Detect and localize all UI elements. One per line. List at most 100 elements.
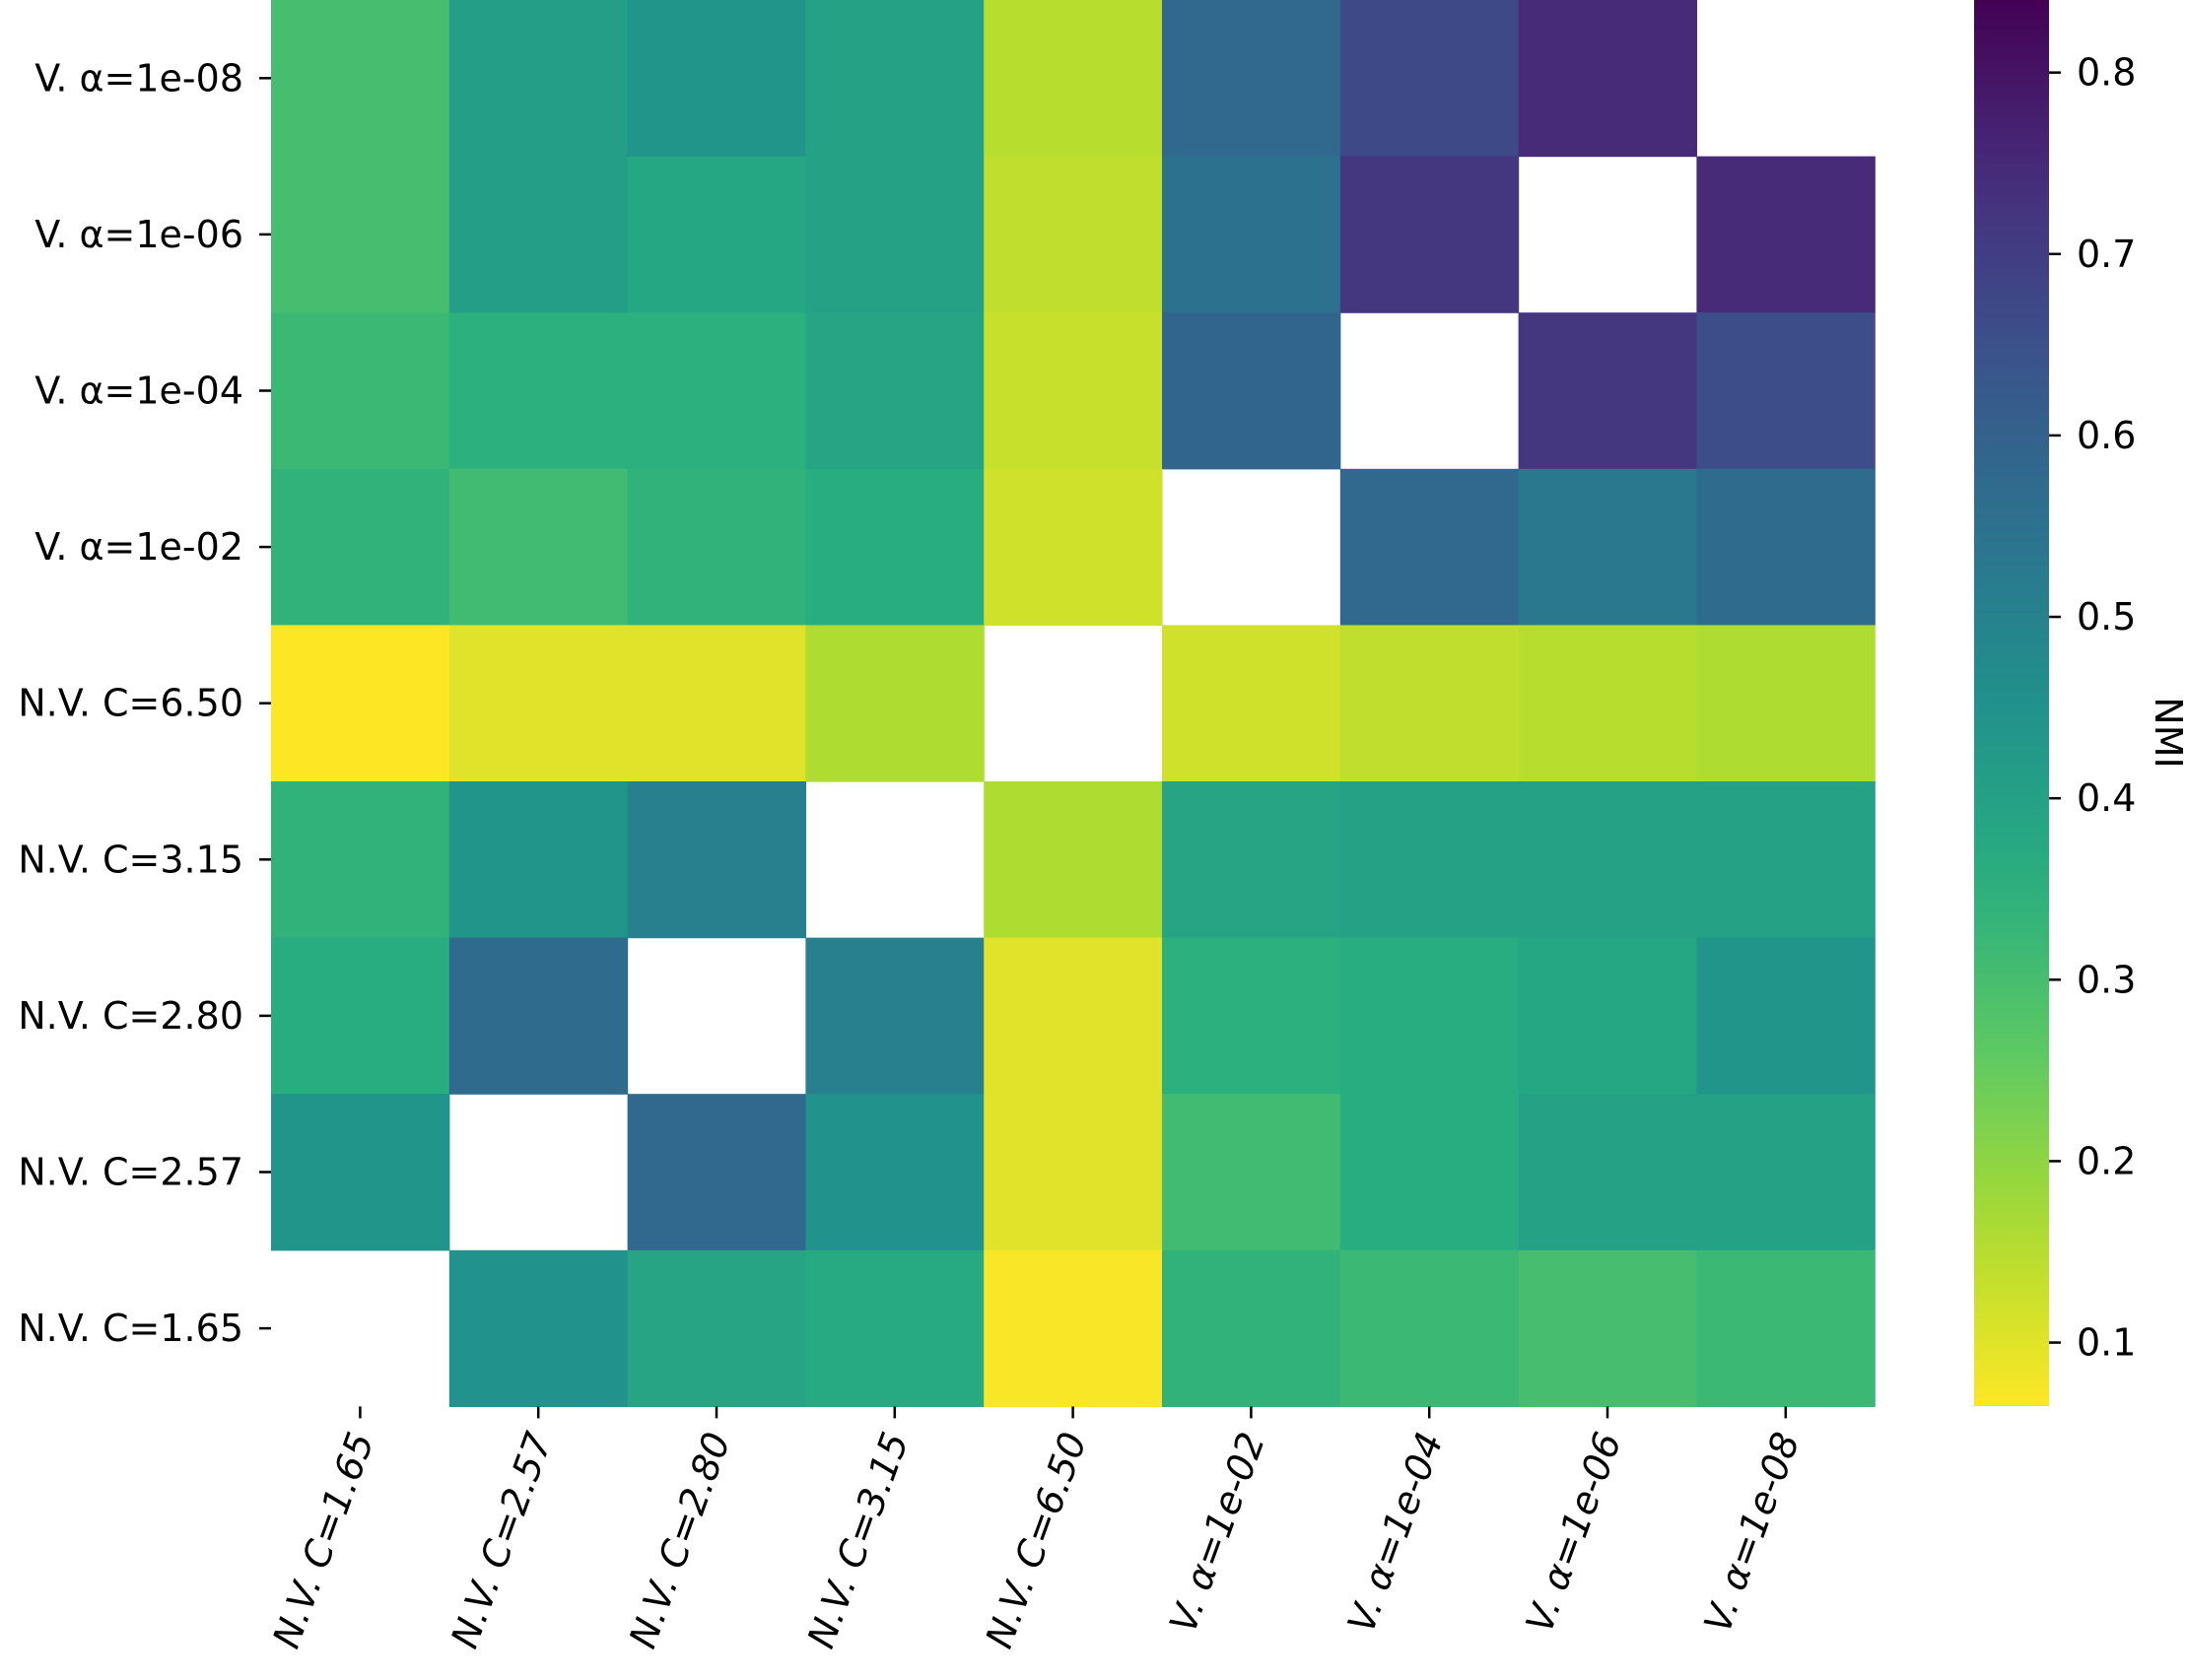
colorbar-tick-label: 0.3: [2077, 958, 2136, 1001]
y-axis: V. α=1e-08 V. α=1e-06 V. α=1e-04 V. α=1e-02…: [18, 56, 271, 1350]
x-axis: N.V. C=1.65 N.V. C=2.57 N.V. C=2.80 N.V. C=…: [264, 1406, 1808, 1653]
y-tick-label: V. α=1e-08: [34, 56, 243, 100]
heatmap-cell: [1162, 156, 1341, 313]
heatmap-cell: [984, 156, 1163, 313]
heatmap-cell: [984, 0, 1163, 158]
colorbar-tick-label: 0.4: [2077, 776, 2136, 820]
heatmap-cell: [1696, 468, 1876, 626]
y-tick-label: N.V. C=2.80: [18, 994, 243, 1038]
heatmap-cell: [271, 156, 450, 313]
y-tick-label: N.V. C=1.65: [18, 1307, 243, 1350]
colorbar-tick-label: 0.6: [2077, 414, 2136, 457]
heatmap-cells: [271, 0, 1876, 1407]
heatmap-cell: [1162, 1249, 1341, 1407]
heatmap-cell: [271, 0, 450, 158]
heatmap-cell: [1339, 156, 1520, 313]
heatmap-cell: [1696, 625, 1876, 782]
colorbar-label: NMI: [2147, 697, 2186, 768]
heatmap-cell: [984, 312, 1163, 470]
heatmap-cell: [627, 1094, 806, 1251]
heatmap-cell: [1518, 625, 1697, 782]
x-tick-label: V. α=1e-04: [1339, 1427, 1452, 1639]
heatmap-cell: [448, 468, 629, 626]
heatmap-cell: [271, 468, 450, 626]
colorbar-ticks: 0.1 0.2 0.3 0.4 0.5 0.6 0.7 0.8: [2049, 51, 2136, 1365]
heatmap-cell: [1518, 312, 1697, 470]
heatmap-cell: [1339, 781, 1520, 939]
heatmap-cell: [805, 1094, 985, 1251]
heatmap-cell: [271, 625, 450, 782]
heatmap-cell: [448, 625, 629, 782]
x-tick-label: N.V. C=2.57: [443, 1427, 561, 1654]
heatmap-cell: [1696, 781, 1876, 939]
heatmap-cell: [805, 625, 985, 782]
y-tick-label: V. α=1e-04: [34, 370, 243, 413]
heatmap-cell: [271, 781, 450, 939]
colorbar-tick-label: 0.2: [2077, 1139, 2136, 1182]
colorbar-tick-label: 0.1: [2077, 1321, 2136, 1365]
x-tick-label: V. α=1e-02: [1161, 1427, 1273, 1639]
heatmap-cell: [1162, 937, 1341, 1095]
heatmap-cell: [1696, 156, 1876, 313]
heatmap-cell: [627, 468, 806, 626]
heatmap-cell: [271, 312, 450, 470]
heatmap-cell: [805, 312, 985, 470]
heatmap-cell: [1162, 625, 1341, 782]
heatmap-cell: [984, 781, 1163, 939]
x-tick-label: N.V. C=2.80: [621, 1427, 739, 1654]
colorbar-tick-label: 0.5: [2077, 595, 2136, 638]
heatmap-cell: [627, 625, 806, 782]
y-tick-label: V. α=1e-02: [34, 525, 243, 569]
colorbar: 0.1 0.2 0.3 0.4 0.5 0.6 0.7 0.8 NMI: [1974, 0, 2186, 1406]
heatmap-cell: [1518, 1094, 1697, 1251]
heatmap-cell: [448, 1249, 629, 1407]
heatmap-cell: [1518, 937, 1697, 1095]
heatmap-cell: [1518, 781, 1697, 939]
x-tick-label: N.V. C=3.15: [799, 1427, 918, 1654]
heatmap-cell: [271, 1094, 450, 1251]
heatmap-cell: [1696, 312, 1876, 470]
heatmap-cell: [984, 468, 1163, 626]
x-tick-label: N.V. C=6.50: [978, 1427, 1096, 1654]
heatmap-cell: [1518, 0, 1697, 158]
heatmap-cell: [448, 937, 629, 1095]
heatmap-cell: [1339, 1249, 1520, 1407]
heatmap-cell: [984, 1249, 1163, 1407]
heatmap-cell: [1696, 1249, 1876, 1407]
heatmap-cell: [805, 468, 985, 626]
heatmap-cell: [1162, 0, 1341, 158]
y-tick-label: N.V. C=3.15: [18, 838, 243, 881]
heatmap-cell: [1162, 781, 1341, 939]
heatmap-cell: [627, 156, 806, 313]
y-tick-label: N.V. C=2.57: [18, 1151, 243, 1194]
x-tick-label: V. α=1e-06: [1518, 1427, 1630, 1639]
heatmap-cell: [1518, 1249, 1697, 1407]
heatmap-cell: [805, 156, 985, 313]
heatmap-cell: [1339, 937, 1520, 1095]
heatmap-cell: [805, 937, 985, 1095]
x-tick-label: V. α=1e-08: [1696, 1427, 1809, 1639]
heatmap-cell: [1339, 1094, 1520, 1251]
heatmap-cell: [448, 156, 629, 313]
heatmap-cell: [984, 937, 1163, 1095]
y-tick-label: N.V. C=6.50: [18, 682, 243, 725]
heatmap-cell: [627, 1249, 806, 1407]
x-tick-label: N.V. C=1.65: [264, 1427, 382, 1654]
heatmap-cell: [1696, 937, 1876, 1095]
y-tick-label: V. α=1e-06: [34, 213, 243, 256]
heatmap-cell: [627, 781, 806, 939]
heatmap-cell: [1696, 1094, 1876, 1251]
heatmap-cell: [805, 1249, 985, 1407]
heatmap-cell: [805, 0, 985, 158]
heatmap-cell: [984, 1094, 1163, 1251]
heatmap-cell: [1339, 0, 1520, 158]
heatmap-cell: [1162, 1094, 1341, 1251]
heatmap-cell: [448, 0, 629, 158]
heatmap-cell: [1339, 468, 1520, 626]
colorbar-tick-label: 0.8: [2077, 51, 2136, 95]
heatmap-cell: [1339, 625, 1520, 782]
colorbar-gradient: [1974, 0, 2049, 1406]
colorbar-tick-label: 0.7: [2077, 233, 2136, 276]
heatmap-cell: [1518, 468, 1697, 626]
